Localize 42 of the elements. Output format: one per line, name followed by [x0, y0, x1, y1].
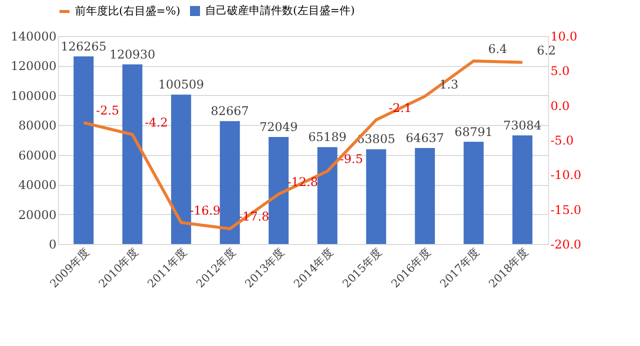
data-label: 72049 — [260, 120, 298, 134]
data-label: 73084 — [503, 118, 542, 132]
bar — [366, 149, 386, 244]
data-label: 6.2 — [536, 43, 556, 58]
data-label: 1.3 — [439, 77, 458, 92]
bar — [512, 135, 532, 244]
data-label: 65189 — [308, 130, 346, 144]
data-label: -4.2 — [144, 115, 168, 130]
y2-tick-label: -15.0 — [550, 202, 582, 217]
y2-tick-label: -20.0 — [550, 238, 582, 252]
bar — [171, 94, 192, 244]
bar — [268, 136, 289, 244]
legend-label: 前年度比(右目盛=%) — [75, 4, 180, 18]
bar — [220, 121, 240, 244]
y-tick-label: 120000 — [10, 59, 56, 74]
data-label: 64637 — [406, 130, 444, 145]
y-tick-label: 60000 — [18, 148, 56, 162]
y-tick-label: 0 — [48, 238, 56, 252]
y-tick-label: 80000 — [18, 118, 56, 133]
bar — [317, 147, 338, 244]
legend-label: 自己破産申請件数(左目盛=件) — [205, 4, 355, 17]
y2-tick-label: -10.0 — [550, 168, 582, 182]
y2-tick-label: 5.0 — [550, 64, 570, 78]
data-label: 68791 — [454, 124, 493, 139]
y2-tick-label: 10.0 — [550, 30, 578, 44]
y2-tick-label: 0.0 — [550, 98, 570, 113]
bar — [122, 64, 142, 244]
bar — [464, 142, 484, 244]
y-tick-label: 40000 — [18, 178, 56, 192]
y-tick-label: 20000 — [18, 208, 56, 222]
data-label: 126265 — [60, 39, 107, 54]
data-label: -2.5 — [96, 104, 120, 118]
data-label: 82667 — [210, 104, 249, 118]
data-label: -9.5 — [340, 152, 363, 166]
y2-tick-label: -5.0 — [550, 134, 574, 148]
data-label: 100509 — [158, 78, 204, 92]
bar — [74, 56, 94, 244]
bar — [414, 148, 435, 244]
data-label: 6.4 — [488, 42, 508, 56]
data-label: 120930 — [109, 47, 156, 62]
y-tick-label: 140000 — [10, 30, 56, 44]
y-tick-label: 100000 — [10, 88, 56, 103]
